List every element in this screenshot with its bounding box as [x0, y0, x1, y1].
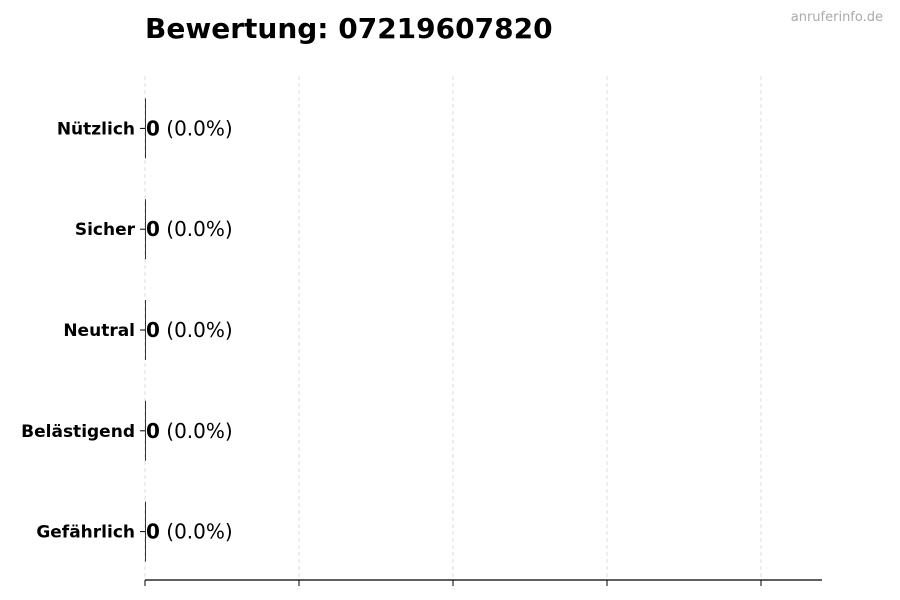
- value-percent: (0.0%): [160, 116, 233, 140]
- bar: [145, 300, 146, 360]
- category-label: Gefährlich: [36, 523, 135, 543]
- value-count: 0: [146, 419, 160, 443]
- value-count: 0: [146, 520, 160, 544]
- value-percent: (0.0%): [160, 520, 233, 544]
- value-count: 0: [146, 318, 160, 342]
- chart-title: Bewertung: 07219607820: [145, 12, 553, 45]
- category-label: Belästigend: [21, 422, 135, 442]
- value-count: 0: [146, 217, 160, 241]
- category-label: Neutral: [63, 321, 135, 341]
- bar: [145, 98, 146, 159]
- value-percent: (0.0%): [160, 419, 233, 443]
- value-label: 0 (0.0%): [146, 419, 233, 443]
- value-label: 0 (0.0%): [146, 116, 233, 140]
- value-label: 0 (0.0%): [146, 318, 233, 342]
- value-count: 0: [146, 116, 160, 140]
- bar: [145, 400, 146, 461]
- value-percent: (0.0%): [160, 217, 233, 241]
- bar: [145, 199, 146, 260]
- value-label: 0 (0.0%): [146, 217, 233, 241]
- value-label: 0 (0.0%): [146, 520, 233, 544]
- bar: [145, 501, 146, 562]
- category-label: Sicher: [75, 220, 136, 240]
- value-percent: (0.0%): [160, 318, 233, 342]
- watermark: anruferinfo.de: [790, 10, 883, 25]
- category-label: Nützlich: [57, 119, 135, 139]
